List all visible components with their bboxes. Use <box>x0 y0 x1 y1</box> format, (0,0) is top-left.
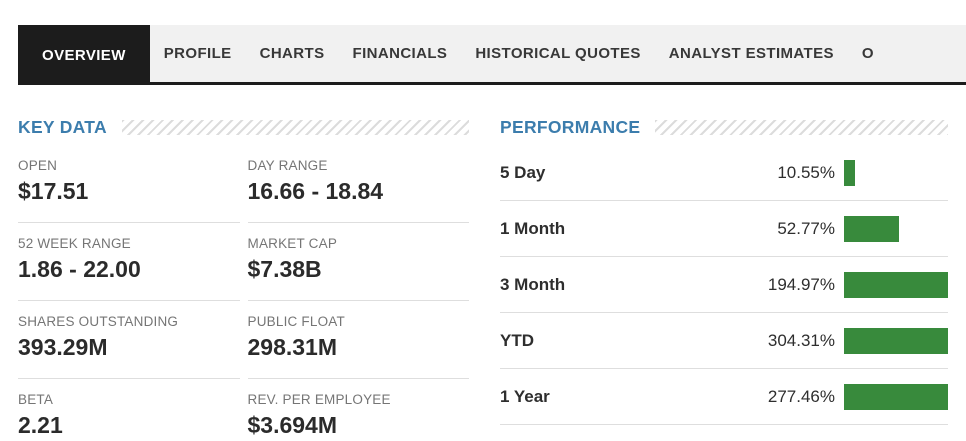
performance-bar-track <box>844 383 948 410</box>
key-data-label: 52 WEEK RANGE <box>18 236 131 251</box>
performance-row-ytd: YTD 304.31% <box>500 313 948 369</box>
tab-financials[interactable]: FINANCIALS <box>352 45 448 62</box>
performance-bar <box>844 215 899 242</box>
key-data-value: 16.66 - 18.84 <box>247 178 384 204</box>
key-data-value: 298.31M <box>247 334 338 360</box>
tab-profile[interactable]: PROFILE <box>163 45 232 62</box>
performance-period-label: YTD <box>500 330 534 350</box>
performance-period-label: 1 Month <box>500 218 566 238</box>
key-data-label: DAY RANGE <box>247 158 328 173</box>
performance-header: PERFORMANCE <box>500 115 948 139</box>
key-data-item-day-range: DAY RANGE 16.66 - 18.84 <box>247 145 469 223</box>
key-data-value: 393.29M <box>18 334 108 360</box>
performance-bar-track <box>844 215 948 242</box>
performance-bar-track <box>844 271 948 298</box>
tab-charts[interactable]: CHARTS <box>259 45 325 62</box>
performance-row-1-year: 1 Year 277.46% <box>500 369 948 425</box>
key-data-value: $3.694M <box>247 412 338 438</box>
key-data-item-52-week-range: 52 WEEK RANGE 1.86 - 22.00 <box>18 223 240 301</box>
key-data-grid: OPEN $17.51 DAY RANGE 16.66 - 18.84 52 W… <box>18 145 469 441</box>
key-data-label: BETA <box>18 392 54 407</box>
quote-tab-bar: OVERVIEW PROFILE CHARTS FINANCIALS HISTO… <box>18 25 966 85</box>
performance-percent-value: 304.31% <box>767 330 835 350</box>
key-data-header: KEY DATA <box>18 115 469 139</box>
performance-bar <box>844 383 948 410</box>
performance-period-label: 3 Month <box>500 274 566 294</box>
hatch-divider <box>121 119 469 135</box>
key-data-label: REV. PER EMPLOYEE <box>247 392 391 407</box>
key-data-item-rev-per-employee: REV. PER EMPLOYEE $3.694M <box>248 379 470 441</box>
performance-bar <box>844 327 948 354</box>
key-data-item-beta: BETA 2.21 <box>18 379 240 441</box>
key-data-title: KEY DATA <box>18 116 107 137</box>
key-data-item-open: OPEN $17.51 <box>18 145 240 223</box>
performance-percent-value: 194.97% <box>767 274 835 294</box>
performance-bar <box>844 271 948 298</box>
tab-analyst-estimates[interactable]: ANALYST ESTIMATES <box>668 45 834 62</box>
tab-options-cutoff[interactable]: O <box>861 45 874 62</box>
overview-content: KEY DATA OPEN $17.51 DAY RANGE 16.66 - 1… <box>0 115 966 441</box>
key-data-value: $17.51 <box>18 178 89 204</box>
key-data-item-market-cap: MARKET CAP $7.38B <box>247 223 469 301</box>
performance-row-1-month: 1 Month 52.77% <box>500 201 948 257</box>
performance-row-3-month: 3 Month 194.97% <box>500 257 948 313</box>
key-data-item-public-float: PUBLIC FLOAT 298.31M <box>247 301 469 379</box>
performance-period-label: 1 Year <box>500 386 550 406</box>
key-data-label: OPEN <box>18 158 58 173</box>
tab-overview[interactable]: OVERVIEW <box>18 25 150 82</box>
key-data-value: 1.86 - 22.00 <box>18 256 141 282</box>
performance-percent-value: 277.46% <box>767 386 835 406</box>
key-data-label: PUBLIC FLOAT <box>247 314 345 329</box>
performance-percent-value: 52.77% <box>777 218 835 238</box>
performance-rows: 5 Day 10.55% 1 Month 52.77% 3 Month 194.… <box>500 145 948 425</box>
key-data-value: 2.21 <box>18 412 63 438</box>
key-data-value: $7.38B <box>247 256 322 282</box>
hatch-divider <box>655 119 948 135</box>
performance-period-label: 5 Day <box>500 162 546 182</box>
performance-bar-track <box>844 159 948 186</box>
tab-historical-quotes[interactable]: HISTORICAL QUOTES <box>475 45 641 62</box>
performance-percent-value: 10.55% <box>777 162 835 182</box>
performance-title: PERFORMANCE <box>500 116 641 137</box>
performance-bar-track <box>844 327 948 354</box>
key-data-section: KEY DATA OPEN $17.51 DAY RANGE 16.66 - 1… <box>18 115 469 441</box>
key-data-label: SHARES OUTSTANDING <box>18 314 179 329</box>
performance-section: PERFORMANCE 5 Day 10.55% 1 Month 52.77% … <box>500 115 948 441</box>
performance-row-5-day: 5 Day 10.55% <box>500 145 948 201</box>
key-data-label: MARKET CAP <box>247 236 338 251</box>
key-data-item-shares-outstanding: SHARES OUTSTANDING 393.29M <box>18 301 240 379</box>
performance-bar <box>844 159 855 186</box>
